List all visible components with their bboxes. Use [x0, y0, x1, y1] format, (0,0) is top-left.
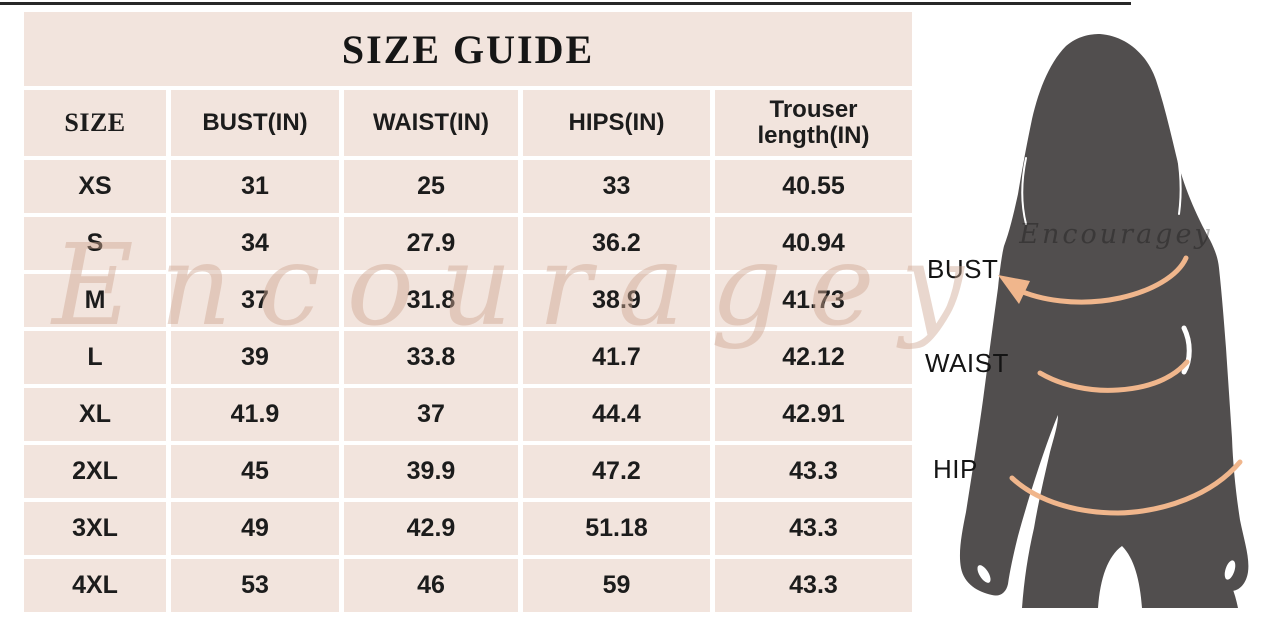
- bust-arrowhead-icon: [998, 275, 1030, 304]
- value-cell: 49: [171, 502, 339, 555]
- value-cell: 27.9: [344, 217, 518, 270]
- value-cell: 46: [344, 559, 518, 612]
- value-cell: 47.2: [523, 445, 710, 498]
- value-cell: 45: [171, 445, 339, 498]
- value-cell: 51.18: [523, 502, 710, 555]
- size-cell: XL: [24, 388, 166, 441]
- column-header-trouser: Trouser length(IN): [715, 90, 912, 156]
- value-cell: 43.3: [715, 559, 912, 612]
- value-cell: 25: [344, 160, 518, 213]
- hip-measure-arc: [1009, 459, 1243, 516]
- page-title: SIZE GUIDE: [341, 26, 595, 72]
- bust-label: BUST: [927, 254, 999, 284]
- waist-label: WAIST: [925, 348, 1009, 378]
- value-cell: 34: [171, 217, 339, 270]
- size-cell: XS: [24, 160, 166, 213]
- value-cell: 42.91: [715, 388, 912, 441]
- value-cell: 31: [171, 160, 339, 213]
- value-cell: 33: [523, 160, 710, 213]
- value-cell: 31.8: [344, 274, 518, 327]
- size-cell: 2XL: [24, 445, 166, 498]
- value-cell: 42.9: [344, 502, 518, 555]
- bust-measure-arc: [1011, 255, 1189, 305]
- size-table-grid: SIZE BUST(IN) WAIST(IN) HIPS(IN) Trouser…: [24, 90, 912, 612]
- figure-brand-text: Encouragey: [1018, 219, 1212, 250]
- value-cell: 33.8: [344, 331, 518, 384]
- value-cell: 41.73: [715, 274, 912, 327]
- value-cell: 41.9: [171, 388, 339, 441]
- value-cell: 37: [171, 274, 339, 327]
- value-cell: 43.3: [715, 445, 912, 498]
- waist-measure-arc: [1037, 359, 1190, 393]
- size-cell: S: [24, 217, 166, 270]
- value-cell: 41.7: [523, 331, 710, 384]
- top-border-line: [0, 2, 1131, 5]
- value-cell: 40.55: [715, 160, 912, 213]
- value-cell: 42.12: [715, 331, 912, 384]
- left-hand-gap: [977, 565, 991, 583]
- column-header-waist: WAIST(IN): [344, 90, 518, 156]
- size-cell: L: [24, 331, 166, 384]
- body-measurement-figure: Encouragey: [959, 34, 1249, 608]
- value-cell: 59: [523, 559, 710, 612]
- left-hair-strand-gap: [1021, 157, 1027, 225]
- value-cell: 37: [344, 388, 518, 441]
- value-cell: 43.3: [715, 502, 912, 555]
- size-cell: M: [24, 274, 166, 327]
- value-cell: 40.94: [715, 217, 912, 270]
- right-hand-gap: [1224, 560, 1236, 580]
- value-cell: 39: [171, 331, 339, 384]
- size-cell: 3XL: [24, 502, 166, 555]
- hip-label: HIP: [933, 454, 978, 484]
- column-header-hips: HIPS(IN): [523, 90, 710, 156]
- size-guide-table: SIZE GUIDE SIZE BUST(IN) WAIST(IN) HIPS(…: [24, 12, 912, 612]
- value-cell: 38.9: [523, 274, 710, 327]
- value-cell: 39.9: [344, 445, 518, 498]
- value-cell: 44.4: [523, 388, 710, 441]
- column-header-size: SIZE: [24, 90, 166, 156]
- size-cell: 4XL: [24, 559, 166, 612]
- table-title-bar: SIZE GUIDE: [24, 12, 912, 86]
- value-cell: 36.2: [523, 217, 710, 270]
- woman-silhouette: [959, 34, 1249, 608]
- column-header-bust: BUST(IN): [171, 90, 339, 156]
- right-arm-torso-gap: [1181, 325, 1192, 375]
- right-hair-strand-gap: [1175, 145, 1182, 215]
- value-cell: 53: [171, 559, 339, 612]
